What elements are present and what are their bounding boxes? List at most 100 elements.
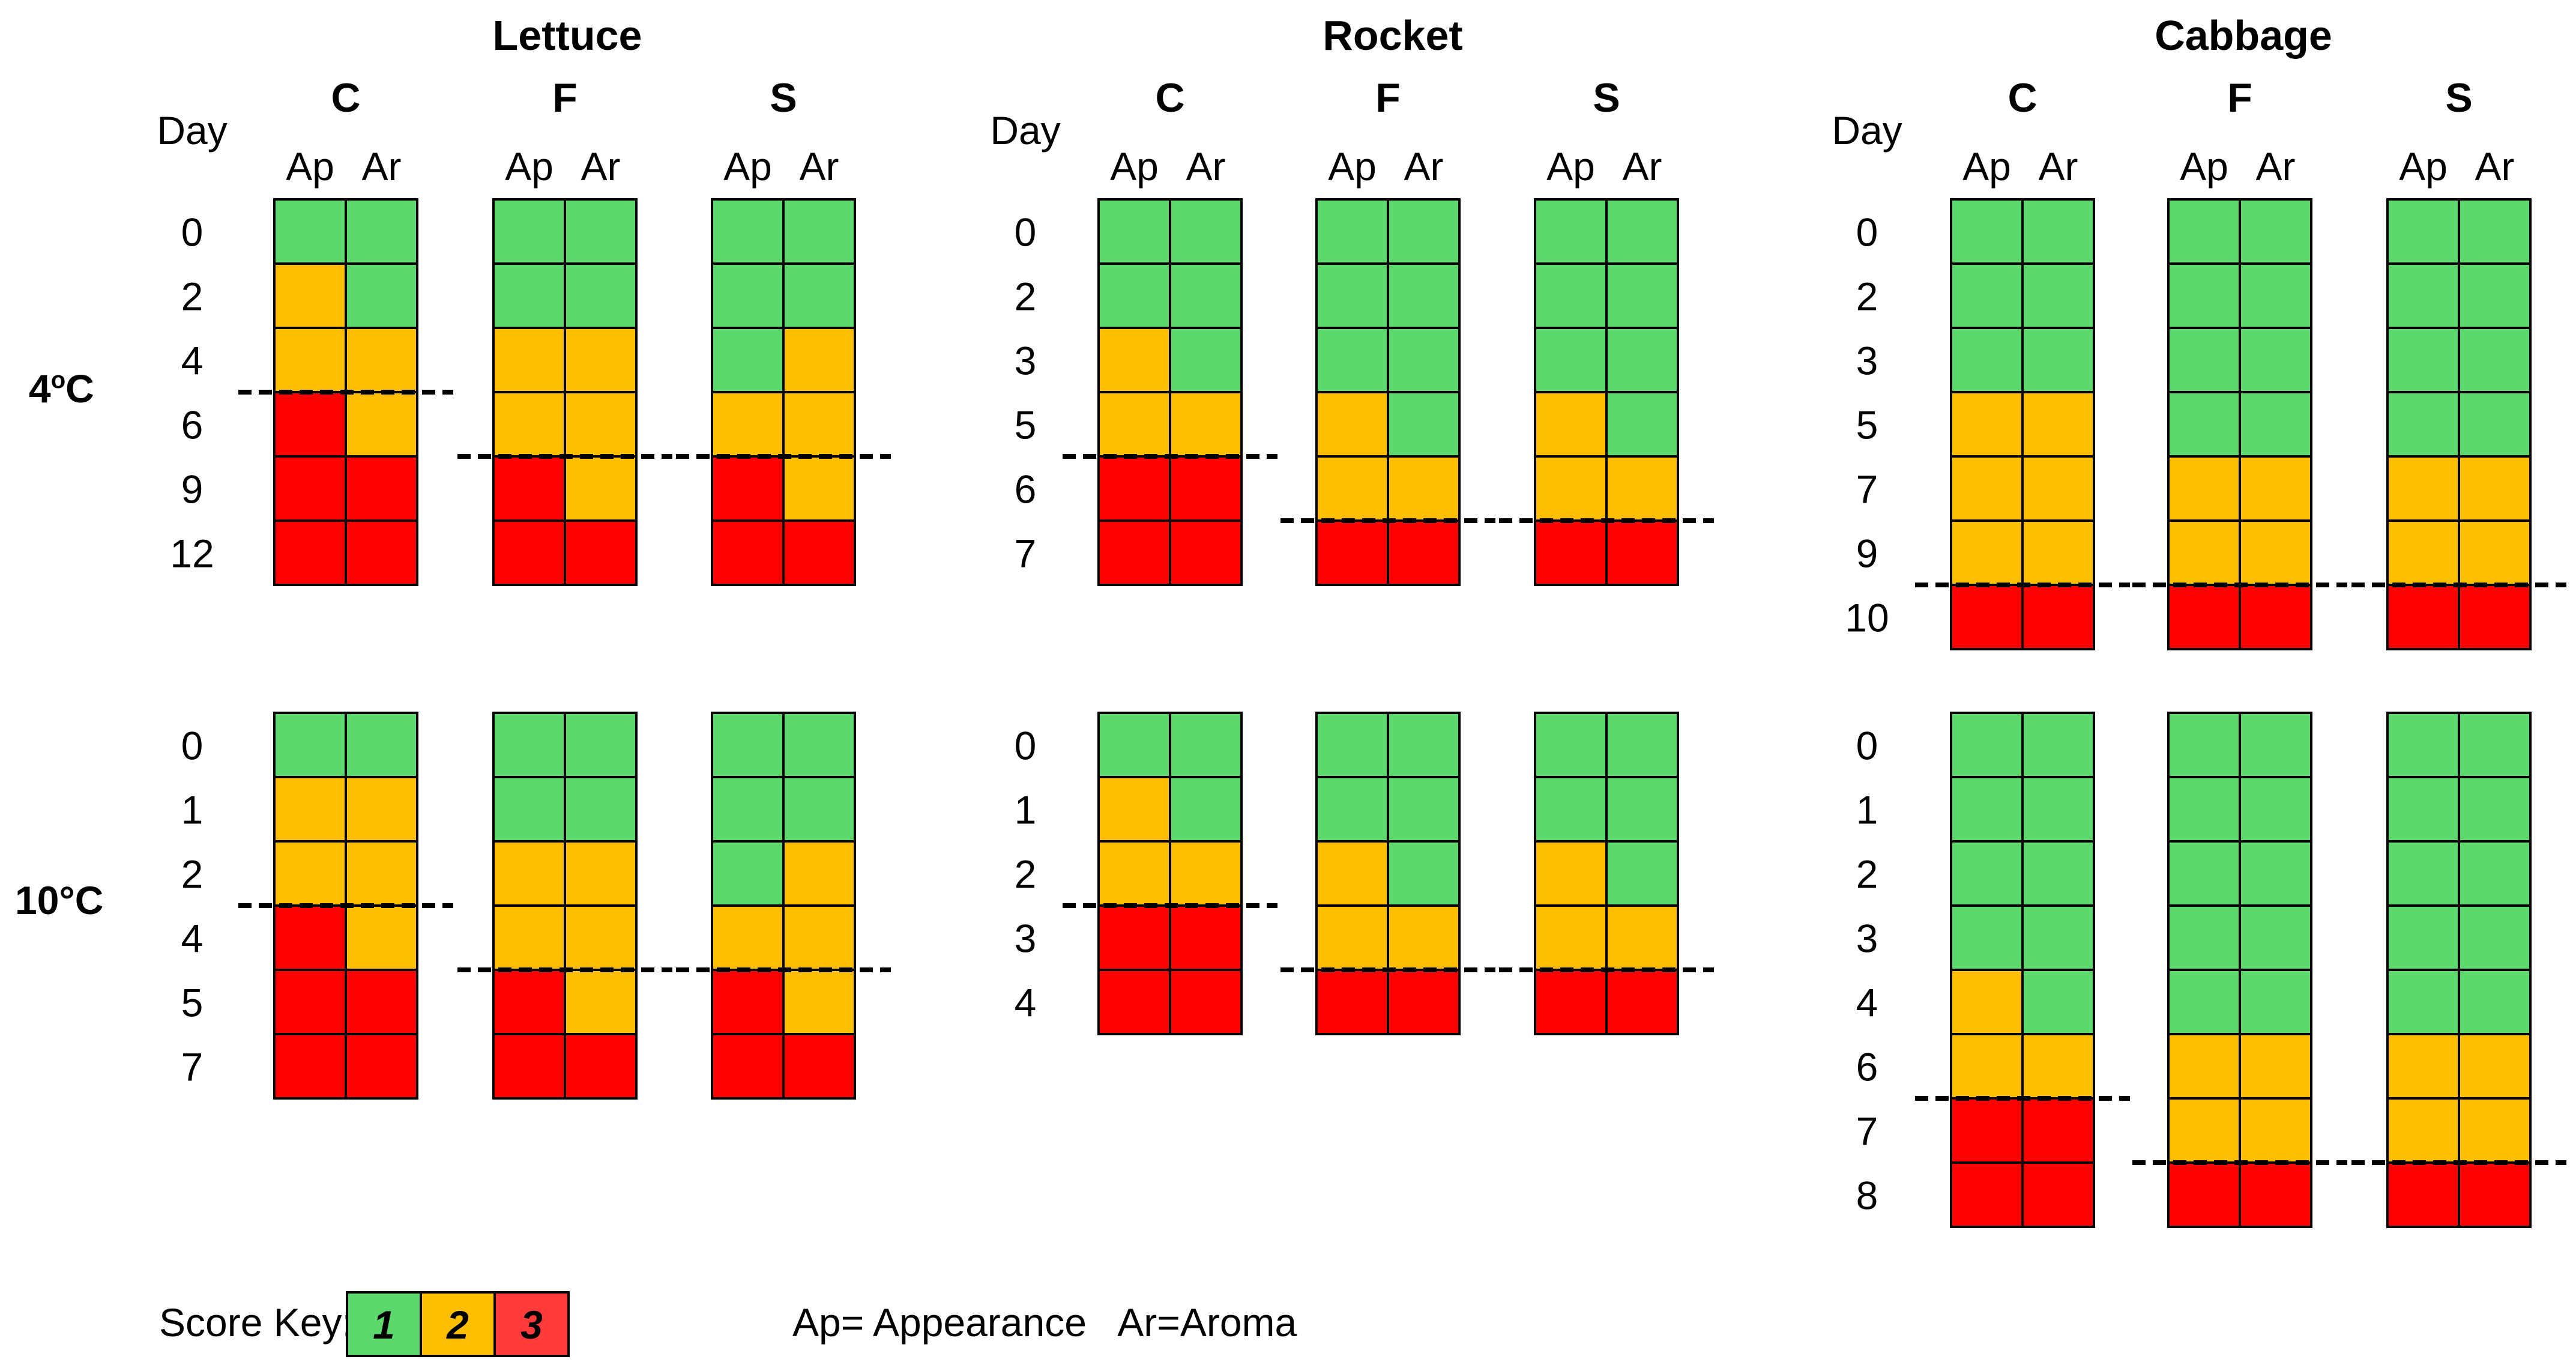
day-label: 0 bbox=[181, 724, 204, 768]
score-cell bbox=[1387, 776, 1461, 843]
score-cell bbox=[2021, 327, 2095, 393]
score-cell bbox=[1605, 776, 1679, 843]
score-cell bbox=[1534, 198, 1608, 265]
score-cell bbox=[711, 969, 785, 1035]
score-cell bbox=[1950, 455, 2024, 522]
day-label: 2 bbox=[1015, 852, 1037, 897]
score-cell bbox=[2167, 1097, 2241, 1164]
column-header-ar: Ar bbox=[1623, 144, 1662, 189]
column-header-ar: Ar bbox=[2039, 144, 2078, 189]
crop-title-lettuce: Lettuce bbox=[493, 12, 642, 59]
score-cell bbox=[2458, 455, 2532, 522]
score-cell bbox=[2239, 969, 2312, 1035]
score-cell bbox=[2167, 262, 2241, 329]
column-header-ap: Ap bbox=[505, 144, 554, 189]
temperature-label-10c: 10°C bbox=[15, 878, 103, 922]
day-label: 0 bbox=[1015, 210, 1037, 255]
lettuce-temperature-block-1: 0 1 2 4 5 7 bbox=[181, 712, 891, 1100]
score-cell bbox=[2239, 519, 2312, 586]
score-cell bbox=[1950, 262, 2024, 329]
score-cell bbox=[782, 712, 856, 778]
score-cell bbox=[1950, 1033, 2024, 1100]
score-cell bbox=[1950, 1097, 2024, 1164]
score-cell bbox=[2239, 1033, 2312, 1100]
score-cell bbox=[1950, 712, 2024, 778]
score-cell bbox=[1605, 327, 1679, 393]
score-cell bbox=[273, 391, 347, 458]
day-label: 7 bbox=[181, 1045, 204, 1089]
score-cell bbox=[2458, 198, 2532, 265]
score-cell bbox=[345, 519, 418, 586]
score-cell bbox=[2458, 327, 2532, 393]
lettuce-temperature-block-0: 0 2 4 6 9 12 bbox=[170, 198, 891, 586]
score-cell bbox=[1534, 327, 1608, 393]
score-cell bbox=[1387, 391, 1461, 458]
lettuce-grid-c bbox=[238, 712, 453, 1100]
score-cell bbox=[2239, 776, 2312, 843]
day-header: Day bbox=[990, 108, 1060, 153]
score-cell bbox=[273, 712, 347, 778]
score-cell bbox=[1315, 840, 1389, 907]
column-header-ap: Ap bbox=[1962, 144, 2011, 189]
score-cell bbox=[345, 455, 418, 522]
treatment-header-c: C bbox=[2007, 75, 2037, 121]
day-label: 7 bbox=[1856, 467, 1878, 512]
score-cell bbox=[1605, 519, 1679, 586]
score-cell bbox=[2167, 391, 2241, 458]
score-cell bbox=[1169, 969, 1243, 1035]
score-cell bbox=[2386, 391, 2460, 458]
score-cell bbox=[2239, 904, 2312, 971]
score-cell bbox=[782, 327, 856, 393]
score-cell bbox=[2021, 391, 2095, 458]
score-cell bbox=[1950, 776, 2024, 843]
score-cell bbox=[2021, 198, 2095, 265]
score-cell bbox=[1315, 198, 1389, 265]
column-header-ap: Ap bbox=[286, 144, 334, 189]
lettuce-grid-s bbox=[676, 712, 891, 1100]
score-cell bbox=[1534, 776, 1608, 843]
score-cell bbox=[492, 198, 566, 265]
score-cell bbox=[782, 391, 856, 458]
rocket-grid-s bbox=[1499, 198, 1714, 586]
score-cell bbox=[273, 776, 347, 843]
cabbage-grid-s bbox=[2351, 712, 2566, 1228]
cabbage-temperature-block-1: 0 1 2 3 4 6 7 8 bbox=[1856, 712, 2566, 1228]
score-cell bbox=[564, 391, 638, 458]
column-header-ar: Ar bbox=[2475, 144, 2515, 189]
score-cell bbox=[711, 776, 785, 843]
day-label: 0 bbox=[1856, 210, 1878, 255]
day-label: 2 bbox=[1856, 852, 1878, 897]
cabbage-temperature-block-0: 0 2 3 5 7 9 10 bbox=[1845, 198, 2566, 650]
score-cell bbox=[345, 262, 418, 329]
score-cell bbox=[2458, 776, 2532, 843]
day-label: 6 bbox=[181, 403, 204, 447]
day-label: 0 bbox=[1015, 724, 1037, 768]
score-cell bbox=[782, 519, 856, 586]
score-cell bbox=[1097, 712, 1171, 778]
score-cell bbox=[2167, 519, 2241, 586]
abbreviation-note: Ap= Appearance Ar=Aroma bbox=[792, 1300, 1297, 1345]
score-cell bbox=[1315, 391, 1389, 458]
day-label: 4 bbox=[1856, 981, 1878, 1025]
score-cell bbox=[2021, 584, 2095, 650]
score-cell bbox=[2239, 712, 2312, 778]
score-cell bbox=[1169, 262, 1243, 329]
score-cell bbox=[1534, 519, 1608, 586]
score-cell bbox=[492, 776, 566, 843]
day-label: 4 bbox=[181, 916, 204, 961]
score-cell bbox=[345, 391, 418, 458]
score-cell bbox=[1315, 519, 1389, 586]
score-cell bbox=[1097, 327, 1171, 393]
score-cell bbox=[345, 969, 418, 1035]
column-header-ap: Ap bbox=[723, 144, 772, 189]
score-cell bbox=[1605, 840, 1679, 907]
score-cell bbox=[1534, 904, 1608, 971]
day-label: 10 bbox=[1845, 596, 1889, 640]
score-cell bbox=[2021, 840, 2095, 907]
score-cell bbox=[564, 198, 638, 265]
score-cell bbox=[2167, 840, 2241, 907]
score-cell bbox=[2386, 776, 2460, 843]
day-label: 1 bbox=[181, 788, 204, 832]
score-cell bbox=[564, 776, 638, 843]
